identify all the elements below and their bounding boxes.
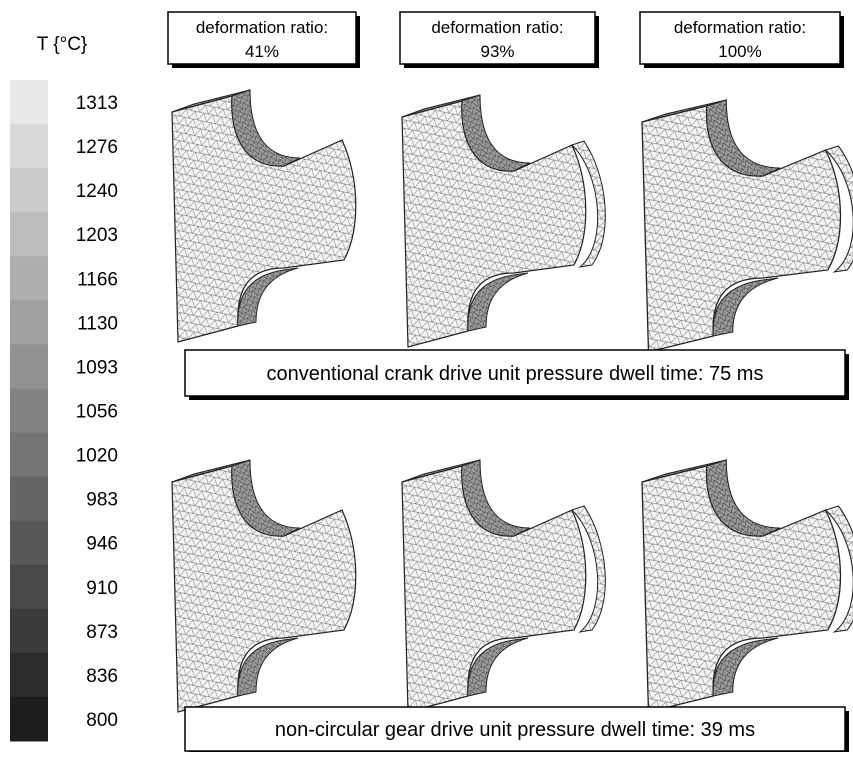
legend-label: 1130 — [77, 313, 118, 334]
mesh — [401, 94, 606, 348]
mesh-face — [401, 465, 587, 713]
mesh-flash — [571, 140, 606, 268]
header-value: 100% — [718, 42, 761, 61]
mesh-notch — [712, 277, 779, 337]
legend-swatch — [10, 432, 48, 478]
mesh — [401, 459, 606, 713]
legend-title: T {°C} — [37, 34, 88, 55]
mesh-notch — [467, 637, 529, 697]
caption-box — [184, 349, 846, 397]
legend-label: 1020 — [76, 446, 118, 467]
mesh-inner — [231, 459, 301, 537]
mesh-face — [171, 465, 357, 713]
caption-box — [184, 706, 846, 752]
legend-label: 836 — [86, 666, 118, 687]
legend-label: 1313 — [76, 93, 118, 114]
mesh-inner — [461, 459, 531, 537]
legend-label: 800 — [86, 710, 118, 731]
legend: 1313 1276 1240 1203 1166 1130 1093 1056 1020 983 9… — [10, 80, 118, 742]
legend-label: 1276 — [76, 137, 118, 158]
caption-text: non-circular gear drive unit pressure dw… — [275, 719, 755, 741]
meshes — [171, 89, 853, 713]
row-captions: conventional crank drive unit pressure d… — [184, 349, 849, 755]
legend-swatch — [10, 388, 48, 434]
legend-swatch — [10, 212, 48, 257]
mesh — [171, 459, 357, 713]
legend-label: 1166 — [77, 269, 118, 290]
mesh — [641, 459, 853, 713]
mesh-flash — [824, 145, 853, 273]
legend-label: 873 — [86, 622, 118, 643]
legend-label: 1203 — [76, 225, 118, 246]
legend-label: 1056 — [76, 402, 118, 423]
mesh-notch — [237, 267, 299, 327]
mesh-flash — [571, 505, 606, 633]
header-value: 93% — [480, 42, 514, 61]
mesh-inner — [706, 459, 781, 537]
mesh-flash — [824, 505, 853, 633]
legend-swatch — [10, 564, 48, 610]
header-box — [639, 11, 841, 65]
legend-swatch — [10, 124, 48, 169]
mesh-face — [171, 95, 357, 343]
caption-text: conventional crank drive unit pressure d… — [267, 363, 764, 385]
header-box — [167, 11, 357, 65]
mesh-notch — [712, 637, 779, 697]
mesh-face — [401, 100, 587, 348]
header-label: deformation ratio: — [674, 18, 806, 37]
legend-swatch — [10, 168, 48, 213]
legend-swatch — [10, 80, 48, 125]
legend-swatch — [10, 696, 48, 742]
legend-label: 910 — [86, 578, 118, 599]
header-label: deformation ratio: — [431, 18, 563, 37]
legend-swatch — [10, 344, 48, 389]
legend-label: 1093 — [76, 357, 118, 378]
mesh-face — [641, 105, 842, 353]
legend-label: 983 — [86, 490, 118, 511]
mesh-inner — [461, 94, 531, 172]
mesh-face — [641, 465, 842, 713]
mesh — [641, 99, 853, 353]
mesh — [171, 89, 357, 343]
legend-swatch — [10, 256, 48, 301]
header-value: 41% — [245, 42, 279, 61]
legend-swatch — [10, 300, 48, 345]
header-label: deformation ratio: — [196, 18, 328, 37]
header-box — [399, 11, 596, 65]
mesh-inner — [231, 89, 301, 167]
mesh-notch — [237, 637, 299, 697]
mesh-notch — [467, 272, 529, 332]
legend-swatch — [10, 476, 48, 522]
legend-label: 1240 — [76, 181, 118, 202]
legend-swatch — [10, 652, 48, 698]
legend-swatch — [10, 520, 48, 566]
legend-label: 946 — [86, 534, 118, 555]
mesh-inner — [706, 99, 781, 177]
legend-swatch — [10, 608, 48, 654]
column-headers: deformation ratio: 41% deformation ratio: 9… — [167, 11, 844, 68]
